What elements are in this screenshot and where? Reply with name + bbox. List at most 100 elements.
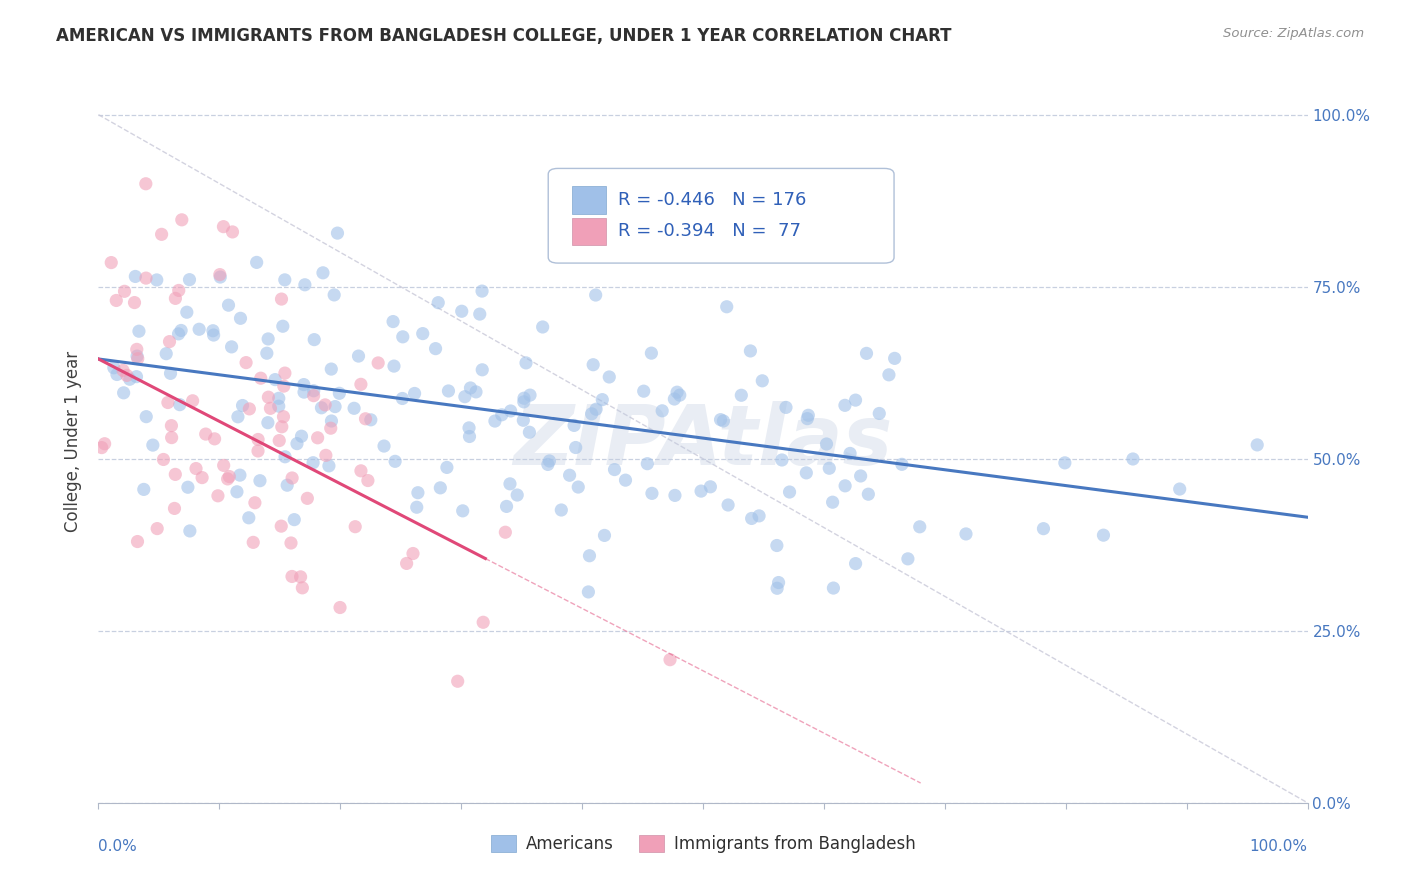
Point [709, 412, 731, 426]
Point [226, 484, 249, 499]
Point [716, 300, 738, 314]
Point [576, 585, 599, 599]
Point [382, 315, 405, 329]
Point [495, 500, 517, 514]
Point [775, 401, 797, 415]
Point [93, 436, 115, 450]
Point [124, 269, 146, 284]
Point [512, 413, 534, 427]
Point [513, 391, 536, 405]
Point [302, 389, 325, 403]
Point [659, 653, 682, 667]
Point [499, 476, 522, 491]
Point [118, 372, 141, 386]
Point [373, 439, 395, 453]
Point [307, 431, 329, 445]
Point [150, 227, 173, 242]
Point [347, 349, 370, 363]
Point [1168, 482, 1191, 496]
Text: AMERICAN VS IMMIGRANTS FROM BANGLADESH COLLEGE, UNDER 1 YEAR CORRELATION CHART: AMERICAN VS IMMIGRANTS FROM BANGLADESH C… [56, 27, 952, 45]
Point [796, 411, 818, 425]
Point [770, 453, 793, 467]
Point [264, 373, 287, 387]
Point [115, 368, 138, 383]
Point [515, 356, 537, 370]
Point [450, 304, 472, 318]
Point [343, 401, 366, 416]
Point [135, 271, 157, 285]
Point [591, 392, 613, 407]
Point [221, 225, 243, 239]
Point [291, 581, 314, 595]
Point [159, 334, 181, 349]
Point [494, 525, 516, 540]
Point [908, 520, 931, 534]
Point [425, 342, 447, 356]
Point [472, 615, 495, 630]
Point [350, 464, 373, 478]
Point [145, 273, 167, 287]
Point [179, 524, 201, 538]
Point [167, 326, 190, 341]
Point [160, 431, 183, 445]
Point [194, 427, 217, 442]
Point [281, 569, 304, 583]
Point [955, 527, 977, 541]
Point [127, 351, 149, 366]
Point [537, 458, 560, 472]
Point [243, 496, 266, 510]
Point [404, 386, 426, 401]
Point [125, 349, 148, 363]
Point [582, 358, 605, 372]
Point [405, 500, 427, 515]
Point [319, 421, 342, 435]
Point [160, 418, 183, 433]
Point [581, 407, 603, 421]
Point [247, 433, 270, 447]
Point [302, 333, 325, 347]
Point [165, 292, 187, 306]
Point [280, 536, 302, 550]
Point [818, 461, 841, 475]
Point [212, 458, 235, 473]
Text: Source: ZipAtlas.com: Source: ZipAtlas.com [1223, 27, 1364, 40]
Point [484, 414, 506, 428]
Point [797, 409, 820, 423]
FancyBboxPatch shape [548, 169, 894, 263]
Point [114, 285, 136, 299]
Legend: Americans, Immigrants from Bangladesh: Americans, Immigrants from Bangladesh [484, 828, 922, 860]
Point [538, 454, 561, 468]
Point [354, 411, 377, 425]
Bar [572, 186, 606, 214]
Point [1053, 456, 1076, 470]
Point [276, 478, 298, 492]
Point [468, 307, 491, 321]
Point [290, 570, 312, 584]
Point [176, 305, 198, 319]
Point [105, 368, 128, 382]
Point [437, 384, 460, 398]
Point [741, 511, 763, 525]
Point [217, 472, 239, 486]
Point [270, 419, 292, 434]
Point [562, 418, 585, 433]
Point [135, 409, 157, 424]
Point [664, 488, 686, 502]
Point [238, 401, 260, 416]
Point [465, 384, 488, 399]
Point [664, 392, 686, 406]
Point [321, 414, 343, 428]
Point [169, 398, 191, 412]
Point [142, 438, 165, 452]
Point [391, 392, 413, 406]
Point [427, 295, 450, 310]
Point [105, 293, 128, 308]
Text: ZIPAtlas: ZIPAtlas [513, 401, 893, 482]
Point [246, 255, 269, 269]
Point [614, 473, 637, 487]
Point [877, 368, 900, 382]
Point [249, 371, 271, 385]
Point [191, 470, 214, 484]
Text: 100.0%: 100.0% [1250, 838, 1308, 854]
Point [350, 377, 373, 392]
